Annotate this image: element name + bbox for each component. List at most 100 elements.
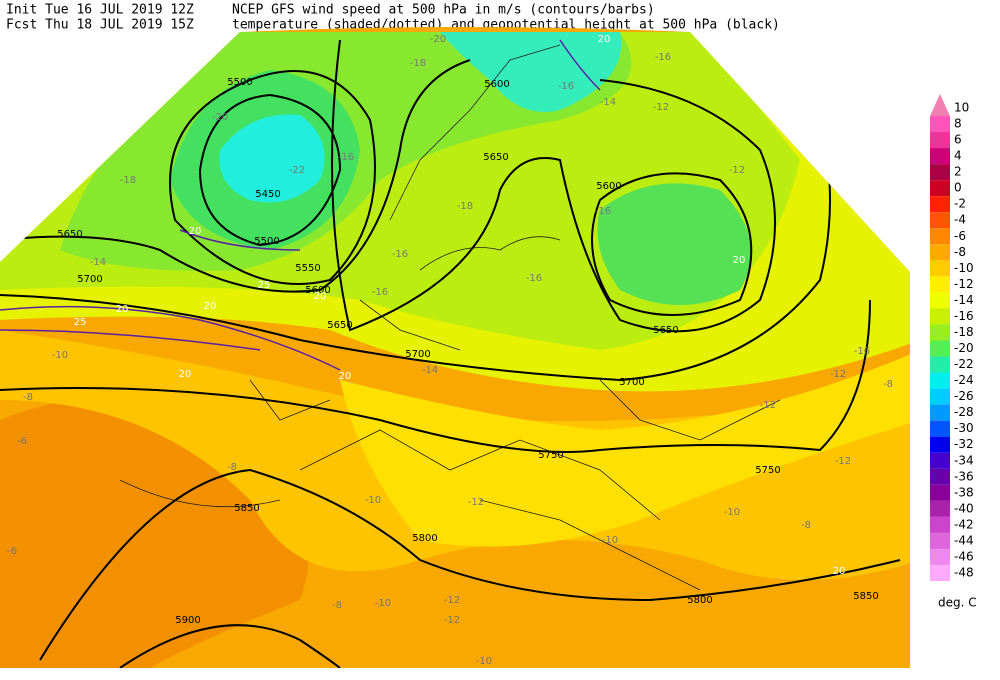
wind-label: 25 — [74, 317, 87, 328]
height-label: 5650 — [483, 152, 508, 163]
temperature-label: -22 — [289, 165, 305, 176]
colorbar-label: 2 — [954, 165, 962, 179]
height-label: 5850 — [234, 503, 259, 514]
colorbar-label: -2 — [954, 197, 966, 211]
temperature-label: -8 — [801, 520, 811, 531]
wind-label: 20 — [179, 369, 192, 380]
colorbar-label: -38 — [954, 485, 974, 499]
colorbar-label: 8 — [954, 117, 962, 131]
colorbar-swatch — [930, 372, 950, 389]
shade-cyan-low — [219, 114, 325, 203]
colorbar-label: 10 — [954, 101, 969, 115]
temperature-label: -18 — [120, 175, 136, 186]
height-label: 5600 — [305, 285, 330, 296]
temperature-label: -10 — [365, 495, 381, 506]
height-label: 5700 — [405, 349, 430, 360]
height-label: 5850 — [853, 591, 878, 602]
temperature-label: -6 — [17, 436, 27, 447]
height-label: 5450 — [255, 189, 280, 200]
temperature-label: -12 — [729, 165, 745, 176]
colorbar-swatch — [930, 324, 950, 341]
colorbar-label: -16 — [954, 309, 974, 323]
wind-label: 20 — [314, 291, 327, 302]
height-contour — [331, 39, 776, 333]
height-label: 5550 — [295, 263, 320, 274]
colorbar-label: -10 — [954, 261, 974, 275]
colorbar-label: -48 — [954, 566, 974, 580]
temperature-label: -12 — [444, 595, 460, 606]
colorbar-swatch — [930, 420, 950, 437]
height-label: 5900 — [175, 615, 200, 626]
init-time: Init Tue 16 JUL 2019 12Z — [6, 3, 194, 18]
colorbar-label: -18 — [954, 325, 974, 339]
height-label: 5500 — [227, 77, 252, 88]
coastlines — [119, 44, 781, 591]
temperature-label: -12 — [835, 456, 851, 467]
temperature-label: -10 — [476, 656, 492, 667]
temperature-label: -14 — [90, 257, 106, 268]
colorbar-swatch — [930, 308, 950, 325]
height-label: 5800 — [687, 595, 712, 606]
temperature-label: -16 — [372, 287, 388, 298]
colorbar-swatch — [930, 260, 950, 277]
colorbar-label: 0 — [954, 181, 962, 195]
height-label: 5600 — [484, 79, 509, 90]
colorbar-swatch — [930, 276, 950, 293]
colorbar-swatch — [930, 404, 950, 421]
colorbar-swatch — [930, 436, 950, 453]
colorbar-label: -32 — [954, 437, 974, 451]
temperature-label: -16 — [526, 273, 542, 284]
temperature-label: -16 — [558, 81, 574, 92]
colorbar-swatch — [930, 164, 950, 181]
colorbar-swatch — [930, 196, 950, 213]
colorbar-label: 6 — [954, 133, 962, 147]
colorbar-swatch — [930, 116, 950, 133]
colorbar-label: -4 — [954, 213, 966, 227]
colorbar-swatch — [930, 180, 950, 197]
height-contour — [39, 468, 901, 661]
temperature-label: -12 — [468, 497, 484, 508]
wind-label: 20 — [733, 255, 746, 266]
colorbar-swatch — [930, 244, 950, 261]
height-contour — [198, 93, 342, 247]
temperature-label: -10 — [375, 598, 391, 609]
temperature-label: -12 — [760, 400, 776, 411]
colorbar-swatch — [930, 340, 950, 357]
height-label: 5650 — [57, 229, 82, 240]
height-label: 5750 — [755, 465, 780, 476]
height-contour — [119, 624, 341, 668]
map-labels: 5500 5450 5500 5550 5600 5650 5700 5650 5700 5650… — [7, 34, 893, 667]
temperature-label: -8 — [883, 379, 893, 390]
colorbar-arrow — [930, 93, 950, 117]
height-label: 5750 — [538, 450, 563, 461]
colorbar-swatch — [930, 468, 950, 485]
colorbar-swatch — [930, 132, 950, 149]
height-label: 5650 — [327, 320, 352, 331]
colorbar-swatch — [930, 500, 950, 517]
shade-green-east — [597, 183, 752, 305]
colorbar-swatch — [930, 388, 950, 405]
colorbar-unit: deg. C — [938, 596, 977, 610]
temperature-label: -12 — [830, 369, 846, 380]
temperature-label: -16 — [595, 206, 611, 217]
height-contour — [0, 299, 871, 453]
colorbar-label: -30 — [954, 421, 974, 435]
colorbar-label: -20 — [954, 341, 974, 355]
temperature-label: -6 — [7, 546, 17, 557]
height-contour — [169, 70, 376, 285]
colorbar-swatch — [930, 452, 950, 469]
temperature-label: -8 — [23, 392, 33, 403]
wind-label: 20 — [189, 226, 202, 237]
colorbar-swatch — [930, 212, 950, 229]
temperature-label: -8 — [227, 462, 237, 473]
colorbar-label: -24 — [954, 373, 974, 387]
colorbar-label: -44 — [954, 533, 974, 547]
colorbar-label: -42 — [954, 517, 974, 531]
height-contour — [591, 172, 753, 316]
temperature-label: -20 — [212, 112, 228, 123]
colorbar-swatch — [930, 356, 950, 373]
temperature-label: -18 — [457, 201, 473, 212]
map-area — [0, 27, 910, 668]
height-label: 5600 — [596, 181, 621, 192]
